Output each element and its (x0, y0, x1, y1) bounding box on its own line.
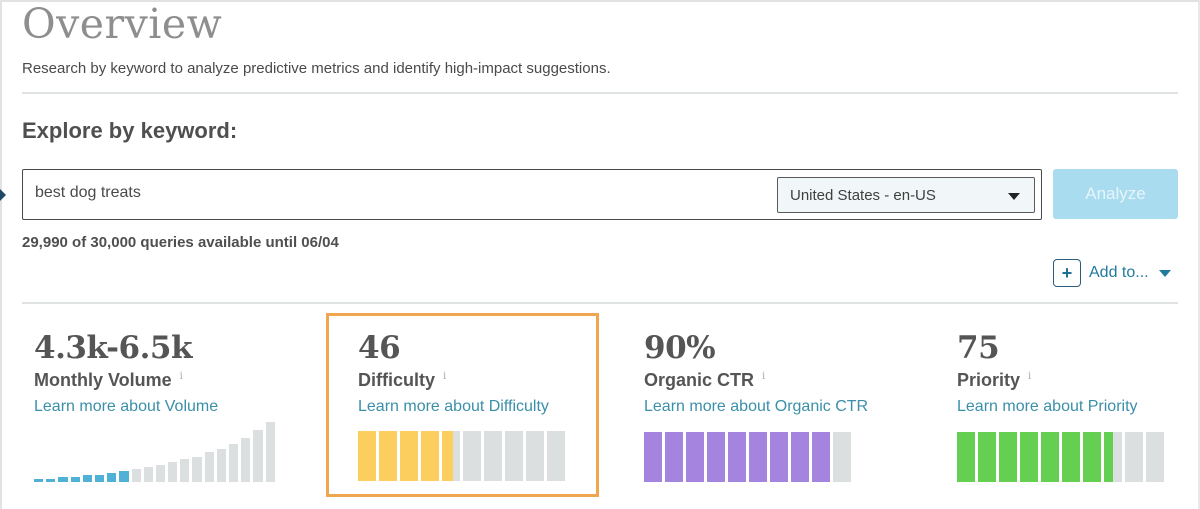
volume-bar (94, 475, 105, 482)
meter-segment (505, 431, 523, 481)
meter-segment (770, 432, 788, 482)
volume-bar (119, 471, 129, 482)
learn-more-organic-ctr-link[interactable]: Learn more about Organic CTR (644, 398, 869, 415)
metric-value: 46 (358, 330, 401, 366)
metric-card-organic-ctr: 90% Organic CTR i Learn more about Organi… (644, 316, 904, 496)
meter-segment (379, 431, 397, 481)
difficulty-segment-bar (358, 431, 565, 481)
metric-label-text: Difficulty (358, 370, 436, 390)
volume-bar (46, 479, 56, 482)
meter-segment (526, 431, 544, 481)
meter-segment (978, 432, 996, 482)
keyword-search-input[interactable] (35, 184, 735, 202)
metric-value: 4.3k-6.5k (34, 330, 192, 366)
meter-segment (358, 431, 376, 481)
locale-select[interactable]: United States - en-US (777, 177, 1035, 213)
meter-segment (812, 432, 830, 482)
organic-ctr-segment-bar (644, 432, 851, 482)
query-quota-text: 29,990 of 30,000 queries available until… (22, 234, 339, 251)
info-icon[interactable]: i (762, 371, 766, 382)
volume-bar (155, 465, 166, 482)
metric-label: Monthly Volume i (34, 370, 183, 391)
divider (22, 92, 1178, 94)
info-icon[interactable]: i (179, 371, 183, 382)
meter-segment (728, 432, 746, 482)
plus-icon: + (1053, 259, 1081, 287)
meter-segment (442, 431, 460, 481)
meter-segment (707, 432, 725, 482)
page-title: Overview (22, 0, 223, 48)
meter-segment (463, 431, 481, 481)
meter-segment (400, 431, 418, 481)
volume-bar (168, 462, 178, 482)
meter-segment (686, 432, 704, 482)
meter-segment (644, 432, 662, 482)
meter-segment (957, 432, 975, 482)
meter-segment (1083, 432, 1101, 482)
volume-bar (143, 467, 153, 482)
meter-segment (1125, 432, 1143, 482)
meter-segment (547, 431, 565, 481)
explore-heading: Explore by keyword: (22, 118, 238, 143)
side-marker-arrow-icon (0, 186, 6, 204)
info-icon[interactable]: i (443, 371, 447, 382)
metric-card-difficulty: 46 Difficulty i Learn more about Difficul… (326, 313, 599, 497)
metric-card-priority: 75 Priority i Learn more about Priority (957, 316, 1197, 496)
metric-label-text: Priority (957, 370, 1021, 390)
metric-value: 90% (644, 330, 716, 366)
metric-label: Difficulty i (358, 370, 446, 391)
learn-more-volume-link[interactable]: Learn more about Volume (34, 398, 219, 415)
volume-bar (253, 430, 263, 482)
volume-bar (180, 459, 190, 482)
chevron-down-icon (1158, 269, 1171, 277)
locale-select-value: United States - en-US (790, 187, 936, 204)
meter-segment (484, 431, 502, 481)
volume-bar (107, 473, 117, 482)
chevron-down-icon (1008, 193, 1020, 200)
learn-more-priority-link[interactable]: Learn more about Priority (957, 398, 1138, 415)
analyze-button[interactable]: Analyze (1053, 169, 1178, 219)
meter-segment (999, 432, 1017, 482)
info-icon[interactable]: i (1028, 371, 1032, 382)
volume-bar (82, 475, 92, 482)
learn-more-difficulty-link[interactable]: Learn more about Difficulty (358, 398, 549, 415)
volume-bar (58, 477, 68, 482)
meter-segment (749, 432, 767, 482)
volume-trend-chart (34, 416, 275, 482)
add-to-button[interactable]: + Add to... (1053, 259, 1171, 287)
add-to-label: Add to... (1089, 264, 1149, 281)
meter-segment (1020, 432, 1038, 482)
metric-label-text: Monthly Volume (34, 370, 172, 390)
meter-segment (1062, 432, 1080, 482)
volume-bar (241, 438, 251, 482)
volume-bar (192, 457, 202, 482)
keyword-search-box: United States - en-US (22, 169, 1042, 220)
volume-bar (131, 469, 141, 482)
meter-segment (791, 432, 809, 482)
priority-segment-bar (957, 432, 1164, 482)
meter-segment (421, 431, 439, 481)
meter-segment (833, 432, 851, 482)
divider (22, 302, 1178, 304)
volume-bar (265, 422, 275, 482)
volume-bar (204, 452, 214, 482)
volume-bar (216, 449, 226, 482)
meter-segment (665, 432, 683, 482)
metric-card-volume: 4.3k-6.5k Monthly Volume i Learn more abo… (34, 316, 294, 496)
metric-label: Organic CTR i (644, 370, 765, 391)
volume-bar (34, 479, 44, 482)
volume-bar (229, 444, 239, 482)
meter-segment (1146, 432, 1164, 482)
metric-value: 75 (957, 330, 1000, 366)
metric-label-text: Organic CTR (644, 370, 755, 390)
meter-segment (1041, 432, 1059, 482)
metric-label: Priority i (957, 370, 1031, 391)
page-subtitle: Research by keyword to analyze predictiv… (22, 60, 611, 77)
volume-bar (70, 477, 80, 482)
meter-segment (1104, 432, 1122, 482)
